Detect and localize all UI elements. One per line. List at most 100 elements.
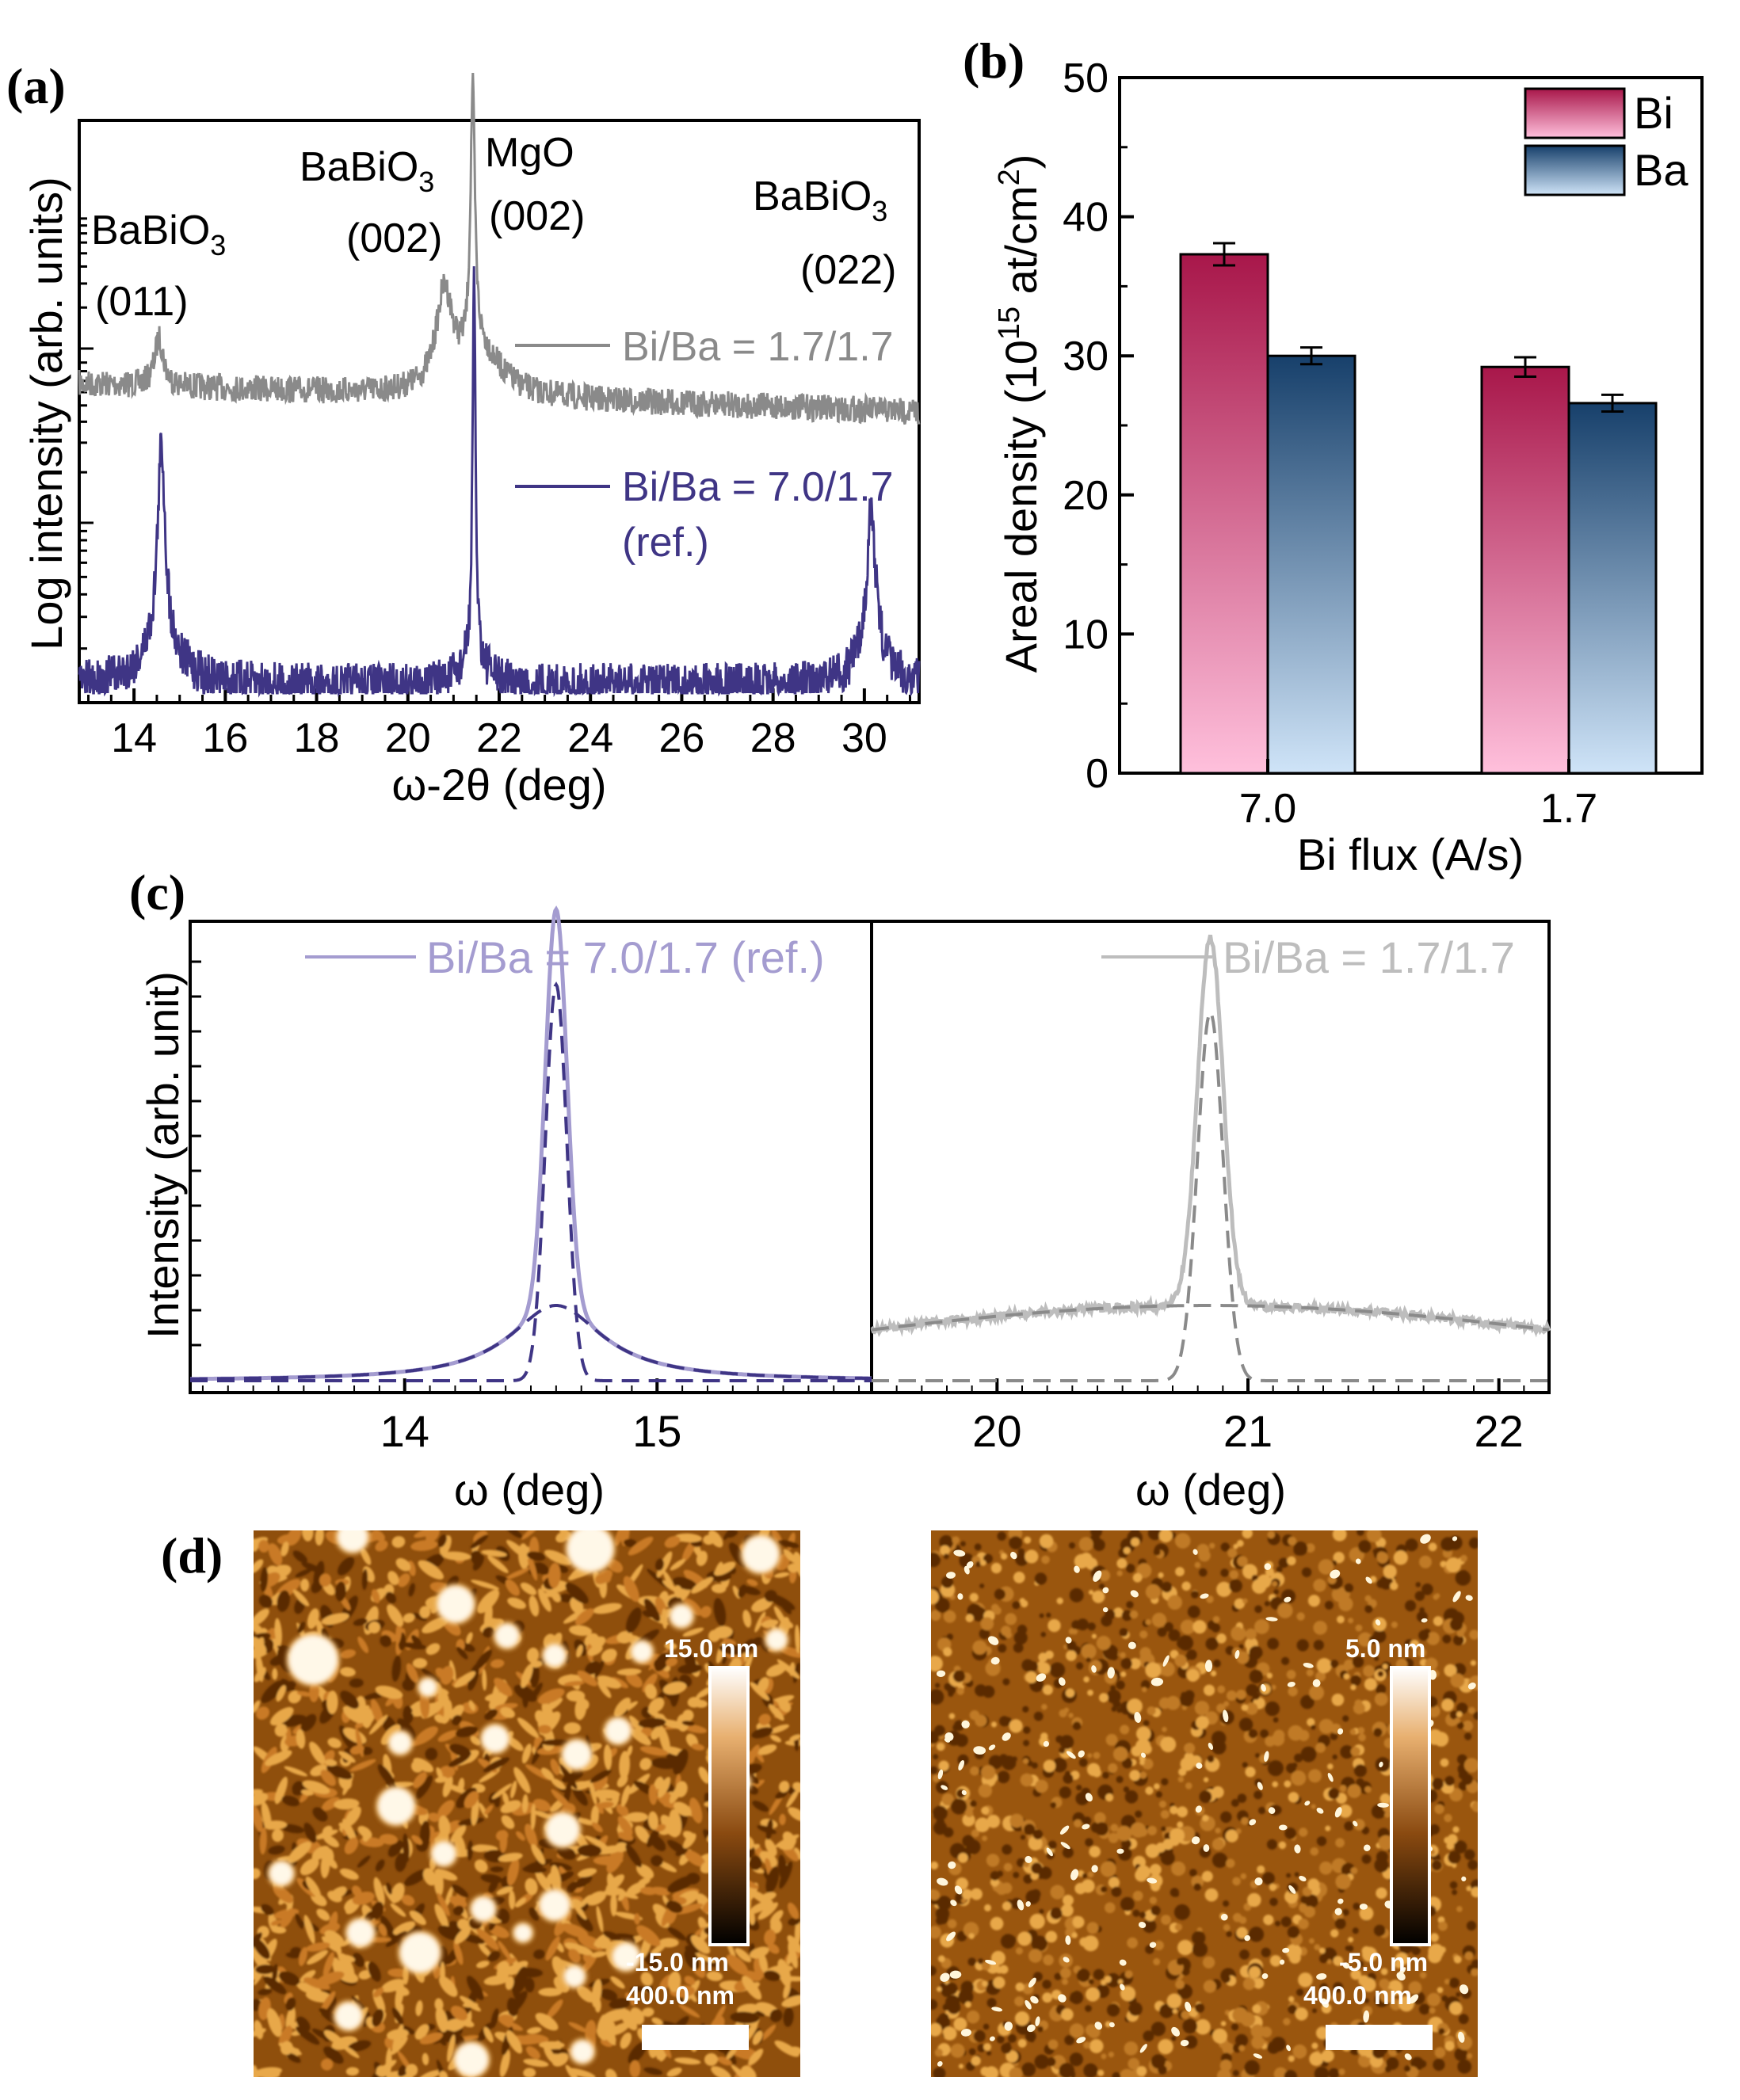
afm-grain	[496, 1886, 513, 1896]
afm-particle	[946, 1931, 956, 1942]
afm-grain	[1443, 1635, 1449, 1642]
afm-grain	[629, 2060, 641, 2077]
afm-grain	[1356, 1778, 1364, 1786]
afm-grain	[1071, 1932, 1078, 1938]
afm-grain	[931, 1926, 941, 1939]
afm-grain	[1431, 1860, 1442, 1871]
afm-grain	[675, 1903, 704, 1915]
afm-grain	[387, 2029, 409, 2041]
afm-particle	[1195, 1805, 1202, 1813]
afm-grain	[1186, 1669, 1200, 1682]
afm-particle	[1223, 1709, 1229, 1723]
afm-grain	[1434, 2047, 1446, 2058]
afm-grain	[1069, 1542, 1075, 1549]
afm-grain	[311, 1846, 330, 1861]
afm-particle	[1337, 1728, 1344, 1735]
afm-grain	[1379, 1793, 1391, 1805]
afm-grain	[1050, 1885, 1065, 1900]
afm-grain	[1314, 1944, 1321, 1951]
afm-grain	[933, 1754, 939, 1760]
afm-grain	[1110, 1824, 1119, 1832]
afm-grain	[1238, 1644, 1244, 1649]
afm-grain	[1054, 1972, 1062, 1980]
afm-grain	[675, 1847, 688, 1856]
afm-grain	[437, 1730, 458, 1742]
afm-left-scale-min: -15.0 nm	[626, 1948, 729, 1976]
afm-grain	[1333, 1956, 1344, 1966]
afm-particle	[1035, 2016, 1040, 2027]
afm-grain	[521, 1744, 532, 1764]
afm-grain	[1288, 1792, 1299, 1803]
afm-grain	[1021, 2062, 1036, 2077]
afm-grain	[1408, 1981, 1422, 1995]
afm-grain	[476, 1961, 490, 1969]
afm-grain	[983, 2043, 991, 2051]
afm-grain	[1264, 1601, 1270, 1606]
afm-grain	[1151, 1612, 1167, 1628]
afm-grain	[1087, 1871, 1094, 1878]
afm-particle	[989, 2036, 995, 2041]
afm-grain	[1082, 1873, 1088, 1879]
afm-grain	[1444, 1813, 1452, 1823]
afm-grain	[483, 1757, 510, 1773]
afm-grain	[787, 1934, 800, 1953]
afm-grain	[661, 1905, 673, 1927]
afm-grain	[319, 1573, 331, 1587]
afm-particle	[1147, 1877, 1158, 1884]
afm-grain	[1352, 1656, 1364, 1668]
afm-grain	[1358, 1733, 1366, 1742]
afm-grain	[1086, 1657, 1091, 1663]
afm-grain	[1314, 2066, 1330, 2077]
afm-grain	[975, 1817, 990, 1832]
afm-grain	[1432, 1778, 1444, 1790]
afm-grain	[296, 1690, 312, 1697]
afm-grain	[1014, 1996, 1025, 2007]
afm-grain	[1286, 1873, 1292, 1878]
afm-grain	[1271, 1732, 1285, 1747]
afm-grain	[375, 1685, 403, 1699]
afm-right-scale-min: -5.0 nm	[1339, 1948, 1428, 1976]
afm-grain	[1047, 2039, 1059, 2050]
afm-grain	[1374, 1858, 1389, 1873]
afm-grain	[769, 1724, 790, 1734]
afm-grain	[617, 1816, 633, 1836]
afm-grain	[1101, 1886, 1108, 1893]
afm-particle	[1046, 1847, 1053, 1857]
afm-grain	[386, 1882, 392, 1895]
afm-grain	[1123, 1547, 1131, 1554]
afm-grain	[616, 1668, 642, 1675]
afm-grain	[1284, 2070, 1297, 2077]
afm-grain	[1449, 1618, 1463, 1631]
afm-grain	[1025, 2030, 1036, 2042]
afm-grain	[530, 1803, 536, 1830]
afm-grain	[952, 1536, 960, 1544]
afm-grain	[931, 1689, 944, 1705]
afm-grain	[1287, 1556, 1296, 1566]
afm-particle	[1355, 1558, 1361, 1565]
afm-grain	[1376, 1552, 1389, 1564]
afm-grain	[1120, 1725, 1130, 1735]
afm-grain	[254, 2028, 266, 2037]
afm-grain	[1373, 1924, 1386, 1937]
afm-grain	[1390, 1582, 1398, 1591]
afm-grain	[1022, 1706, 1029, 1713]
afm-grain	[455, 1725, 479, 1738]
afm-grain	[265, 1750, 292, 1767]
afm-right-colorbar	[1390, 1666, 1431, 1946]
afm-grain	[1081, 1644, 1097, 1660]
afm-grain	[1024, 1536, 1032, 1544]
afm-grain	[345, 2067, 360, 2076]
afm-grain	[1100, 1861, 1116, 1877]
afm-grain	[1083, 1676, 1089, 1683]
afm-grain	[1008, 2033, 1017, 2043]
afm-grain	[1307, 1878, 1320, 1891]
afm-grain	[457, 1778, 465, 1793]
afm-grain	[526, 1647, 540, 1664]
afm-grain	[1232, 2070, 1239, 2077]
afm-grain	[946, 1633, 953, 1641]
afm-grain	[1250, 2024, 1265, 2038]
afm-grain	[1371, 1804, 1387, 1819]
afm-grain	[1376, 1887, 1387, 1900]
afm-grain	[1300, 1896, 1309, 1904]
afm-particle	[991, 2007, 1003, 2012]
